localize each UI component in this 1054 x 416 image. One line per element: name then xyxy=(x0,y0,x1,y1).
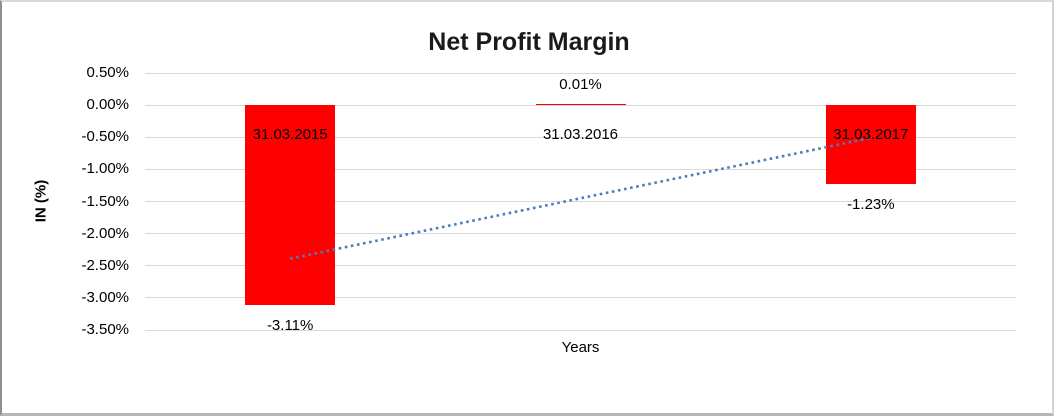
y-axis-tick-label: -0.50% xyxy=(81,128,129,146)
category-label: 31.03.2016 xyxy=(542,126,619,143)
y-axis-tick-label: -3.00% xyxy=(81,288,129,306)
bar-31.03.2016 xyxy=(535,104,626,106)
gridline xyxy=(145,265,1016,267)
gridline xyxy=(145,329,1016,331)
y-axis-tick-label: -1.00% xyxy=(81,160,129,178)
y-axis-tick-label: -2.00% xyxy=(81,224,129,242)
y-axis-tick-label: -1.50% xyxy=(81,192,129,210)
gridline xyxy=(145,72,1016,74)
category-label: 31.03.2015 xyxy=(252,126,328,143)
y-axis-tick-label: -3.50% xyxy=(81,321,129,338)
data-label: -3.11% xyxy=(266,316,314,334)
x-axis-title: Years xyxy=(561,339,600,356)
gridline xyxy=(145,297,1016,299)
category-label: 31.03.2017 xyxy=(833,126,909,143)
y-axis-tick-label: -2.50% xyxy=(81,256,129,274)
gridline xyxy=(145,104,1016,106)
data-label: 0.01% xyxy=(559,76,602,94)
chart-title: Net Profit Margin xyxy=(428,28,630,56)
y-axis-tick-label: 0.00% xyxy=(86,96,129,114)
y-axis-tick-label: 0.50% xyxy=(86,64,129,81)
data-label: -1.23% xyxy=(847,196,895,214)
bar-31.03.2017 xyxy=(825,105,916,185)
